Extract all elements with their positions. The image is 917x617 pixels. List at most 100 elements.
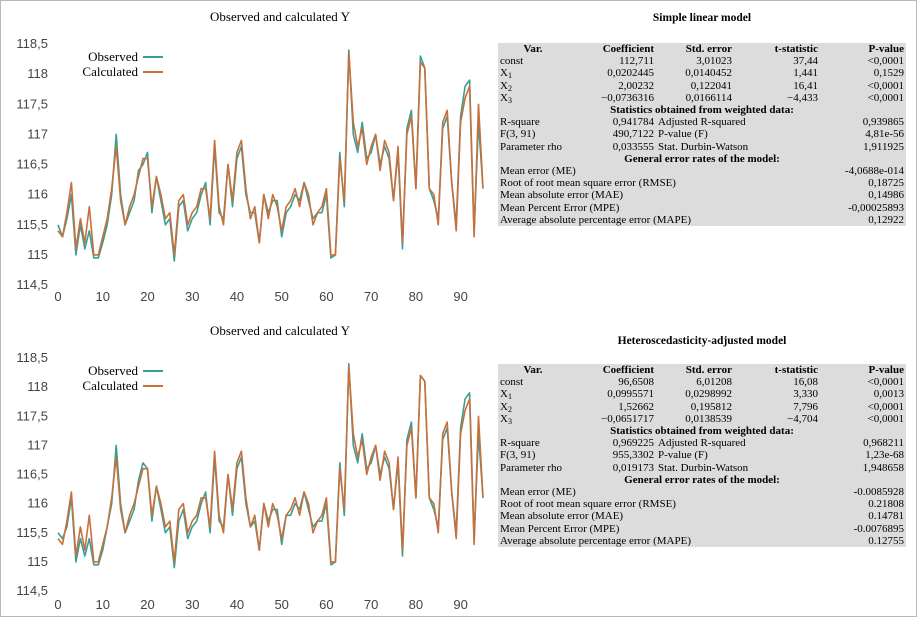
- error-value: 0.14781: [868, 510, 904, 523]
- stat-label: Adjusted R-squared: [658, 116, 746, 129]
- series-line-calculated: [57, 365, 484, 563]
- y-tick-label: 117: [27, 126, 48, 141]
- value-p: 0,1529: [873, 67, 904, 80]
- value-se: 3,01023: [696, 55, 732, 68]
- var-name: X1: [498, 388, 568, 401]
- stat-label: Parameter rho: [500, 461, 562, 474]
- x-tick-label: 30: [185, 289, 199, 304]
- var-subscript: 3: [507, 416, 512, 426]
- stat-value: 1,23e-68: [865, 449, 904, 462]
- column-header: Std. error: [685, 364, 732, 376]
- legend-label-observed: Observed: [88, 49, 138, 64]
- value-se: 0,0298992: [685, 388, 732, 401]
- x-tick-label: 80: [409, 597, 423, 612]
- y-tick-label: 115: [27, 247, 48, 262]
- x-tick-label: 0: [54, 289, 61, 304]
- error-label: Average absolute percentage error (MAPE): [500, 534, 691, 547]
- error-value: 0.12755: [868, 534, 904, 547]
- stat-value: 0,019173: [612, 461, 654, 474]
- x-tick-label: 40: [230, 597, 244, 612]
- y-tick-label: 118,5: [16, 350, 48, 365]
- regression-table: Var. Coefficient Std. error t-statistic P-va…: [498, 43, 906, 227]
- coef-row: X2 2,00232 0,122041 16,41 <0,0001: [498, 79, 906, 93]
- legend-label-calculated: Calculated: [82, 378, 138, 393]
- stat-label: Stat. Durbin-Watson: [658, 140, 749, 153]
- stat-value: 4,81e-56: [865, 128, 904, 141]
- y-tick-label: 118: [27, 379, 48, 394]
- value-p: 0,0013: [873, 388, 904, 401]
- var-name: X2: [498, 400, 568, 414]
- series-line-calculated: [57, 52, 484, 256]
- y-tick-label: 117,5: [16, 96, 48, 111]
- stat-value: 0,941784: [612, 116, 654, 129]
- value-t: 3,330: [793, 388, 818, 401]
- y-tick-label: 116: [27, 187, 48, 202]
- var-subscript: 1: [507, 71, 512, 81]
- x-axis: 0 10 20 30 40 50 60 70 80 90: [54, 289, 467, 304]
- regression-panel-simple: Var. Coefficient Std. error t-statistic P-va…: [498, 43, 906, 227]
- y-tick-label: 116,5: [16, 467, 48, 482]
- coef-row: X1 0,0202445 0,0140452 1,441 0,1529: [498, 67, 906, 81]
- panel-title-heteroscedasticity: Heteroscedasticity-adjusted model: [617, 335, 787, 347]
- stat-label: Stat. Durbin-Watson: [658, 461, 749, 474]
- error-label: Mean absolute error (MAE): [500, 189, 624, 202]
- coef-row: X3 −0,0736316 0,0166114 −4,433 <0,0001: [498, 92, 906, 105]
- y-tick-label: 117,5: [16, 408, 48, 423]
- legend: Observed Calculated: [82, 49, 163, 79]
- x-tick-label: 20: [140, 597, 154, 612]
- panel-title-simple-linear: Simple linear model: [652, 12, 752, 24]
- x-tick-label: 80: [409, 289, 423, 304]
- var-label: X: [500, 388, 508, 401]
- legend-label-observed: Observed: [88, 363, 138, 378]
- var-name: const: [498, 376, 568, 388]
- y-tick-label: 116: [27, 496, 48, 511]
- value-p: <0,0001: [867, 376, 904, 389]
- var-label: X: [500, 67, 508, 80]
- column-header: Std. error: [685, 43, 732, 55]
- stat-value: 0,033555: [612, 140, 654, 153]
- stat-value: 955,3302: [612, 449, 654, 462]
- error-label: Mean error (ME): [500, 486, 576, 499]
- var-name: X3: [498, 413, 568, 426]
- column-header: Coefficient: [602, 364, 654, 376]
- value-t: 16,41: [793, 79, 818, 92]
- chart-title: Observed and calculated Y: [210, 323, 351, 338]
- var-subscript: 2: [507, 83, 512, 93]
- legend: Observed Calculated: [82, 363, 163, 393]
- error-value: 0.21808: [868, 498, 904, 511]
- value-t: −4,704: [787, 412, 818, 425]
- error-value: 0,18725: [868, 177, 904, 190]
- x-tick-label: 60: [319, 597, 333, 612]
- var-label: X: [500, 400, 508, 413]
- value-t: 16,08: [793, 376, 818, 389]
- plot-lines: [57, 362, 484, 569]
- stat-value: 0,939865: [862, 116, 904, 129]
- coef-row: X1 0,0995571 0,0298992 3,330 0,0013: [498, 388, 906, 401]
- y-tick-label: 118,5: [16, 36, 48, 51]
- regression-table: Var. Coefficient Std. error t-statistic P-va…: [498, 364, 906, 548]
- stat-label: Adjusted R-squared: [658, 437, 746, 450]
- coef-row: X3 −0,0651717 0,0138539 −4,704 <0,0001: [498, 412, 906, 426]
- var-name: const: [498, 55, 568, 67]
- error-label: Root of root mean square error (RMSE): [500, 498, 676, 511]
- x-tick-label: 90: [453, 597, 467, 612]
- value-coef: 0,0995571: [607, 388, 654, 401]
- section-header-errors: General error rates of the model:: [624, 152, 780, 165]
- value-coef: 1,52662: [618, 400, 654, 413]
- y-tick-label: 118: [27, 66, 48, 81]
- plot-lines: [57, 49, 484, 262]
- legend-label-calculated: Calculated: [82, 64, 138, 79]
- error-value: -0.0076895: [853, 522, 904, 535]
- value-se: 0,0138539: [685, 412, 732, 425]
- chart-title: Observed and calculated Y: [210, 9, 351, 24]
- value-se: 6,01208: [696, 376, 732, 389]
- y-tick-label: 114,5: [16, 583, 48, 598]
- value-p: <0,0001: [867, 55, 904, 68]
- var-name: X2: [498, 80, 568, 93]
- y-tick-label: 115,5: [16, 217, 48, 232]
- error-label: Root of root mean square error (RMSE): [500, 177, 676, 190]
- x-tick-label: 50: [274, 597, 288, 612]
- regression-panel-hetero: Var. Coefficient Std. error t-statistic P-va…: [498, 364, 906, 548]
- section-header-errors: General error rates of the model:: [624, 473, 780, 486]
- section-header-weighted: Statistics obtained from weighted data:: [610, 104, 794, 117]
